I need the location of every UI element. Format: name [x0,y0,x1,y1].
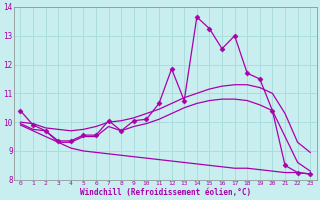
X-axis label: Windchill (Refroidissement éolien,°C): Windchill (Refroidissement éolien,°C) [80,188,251,197]
